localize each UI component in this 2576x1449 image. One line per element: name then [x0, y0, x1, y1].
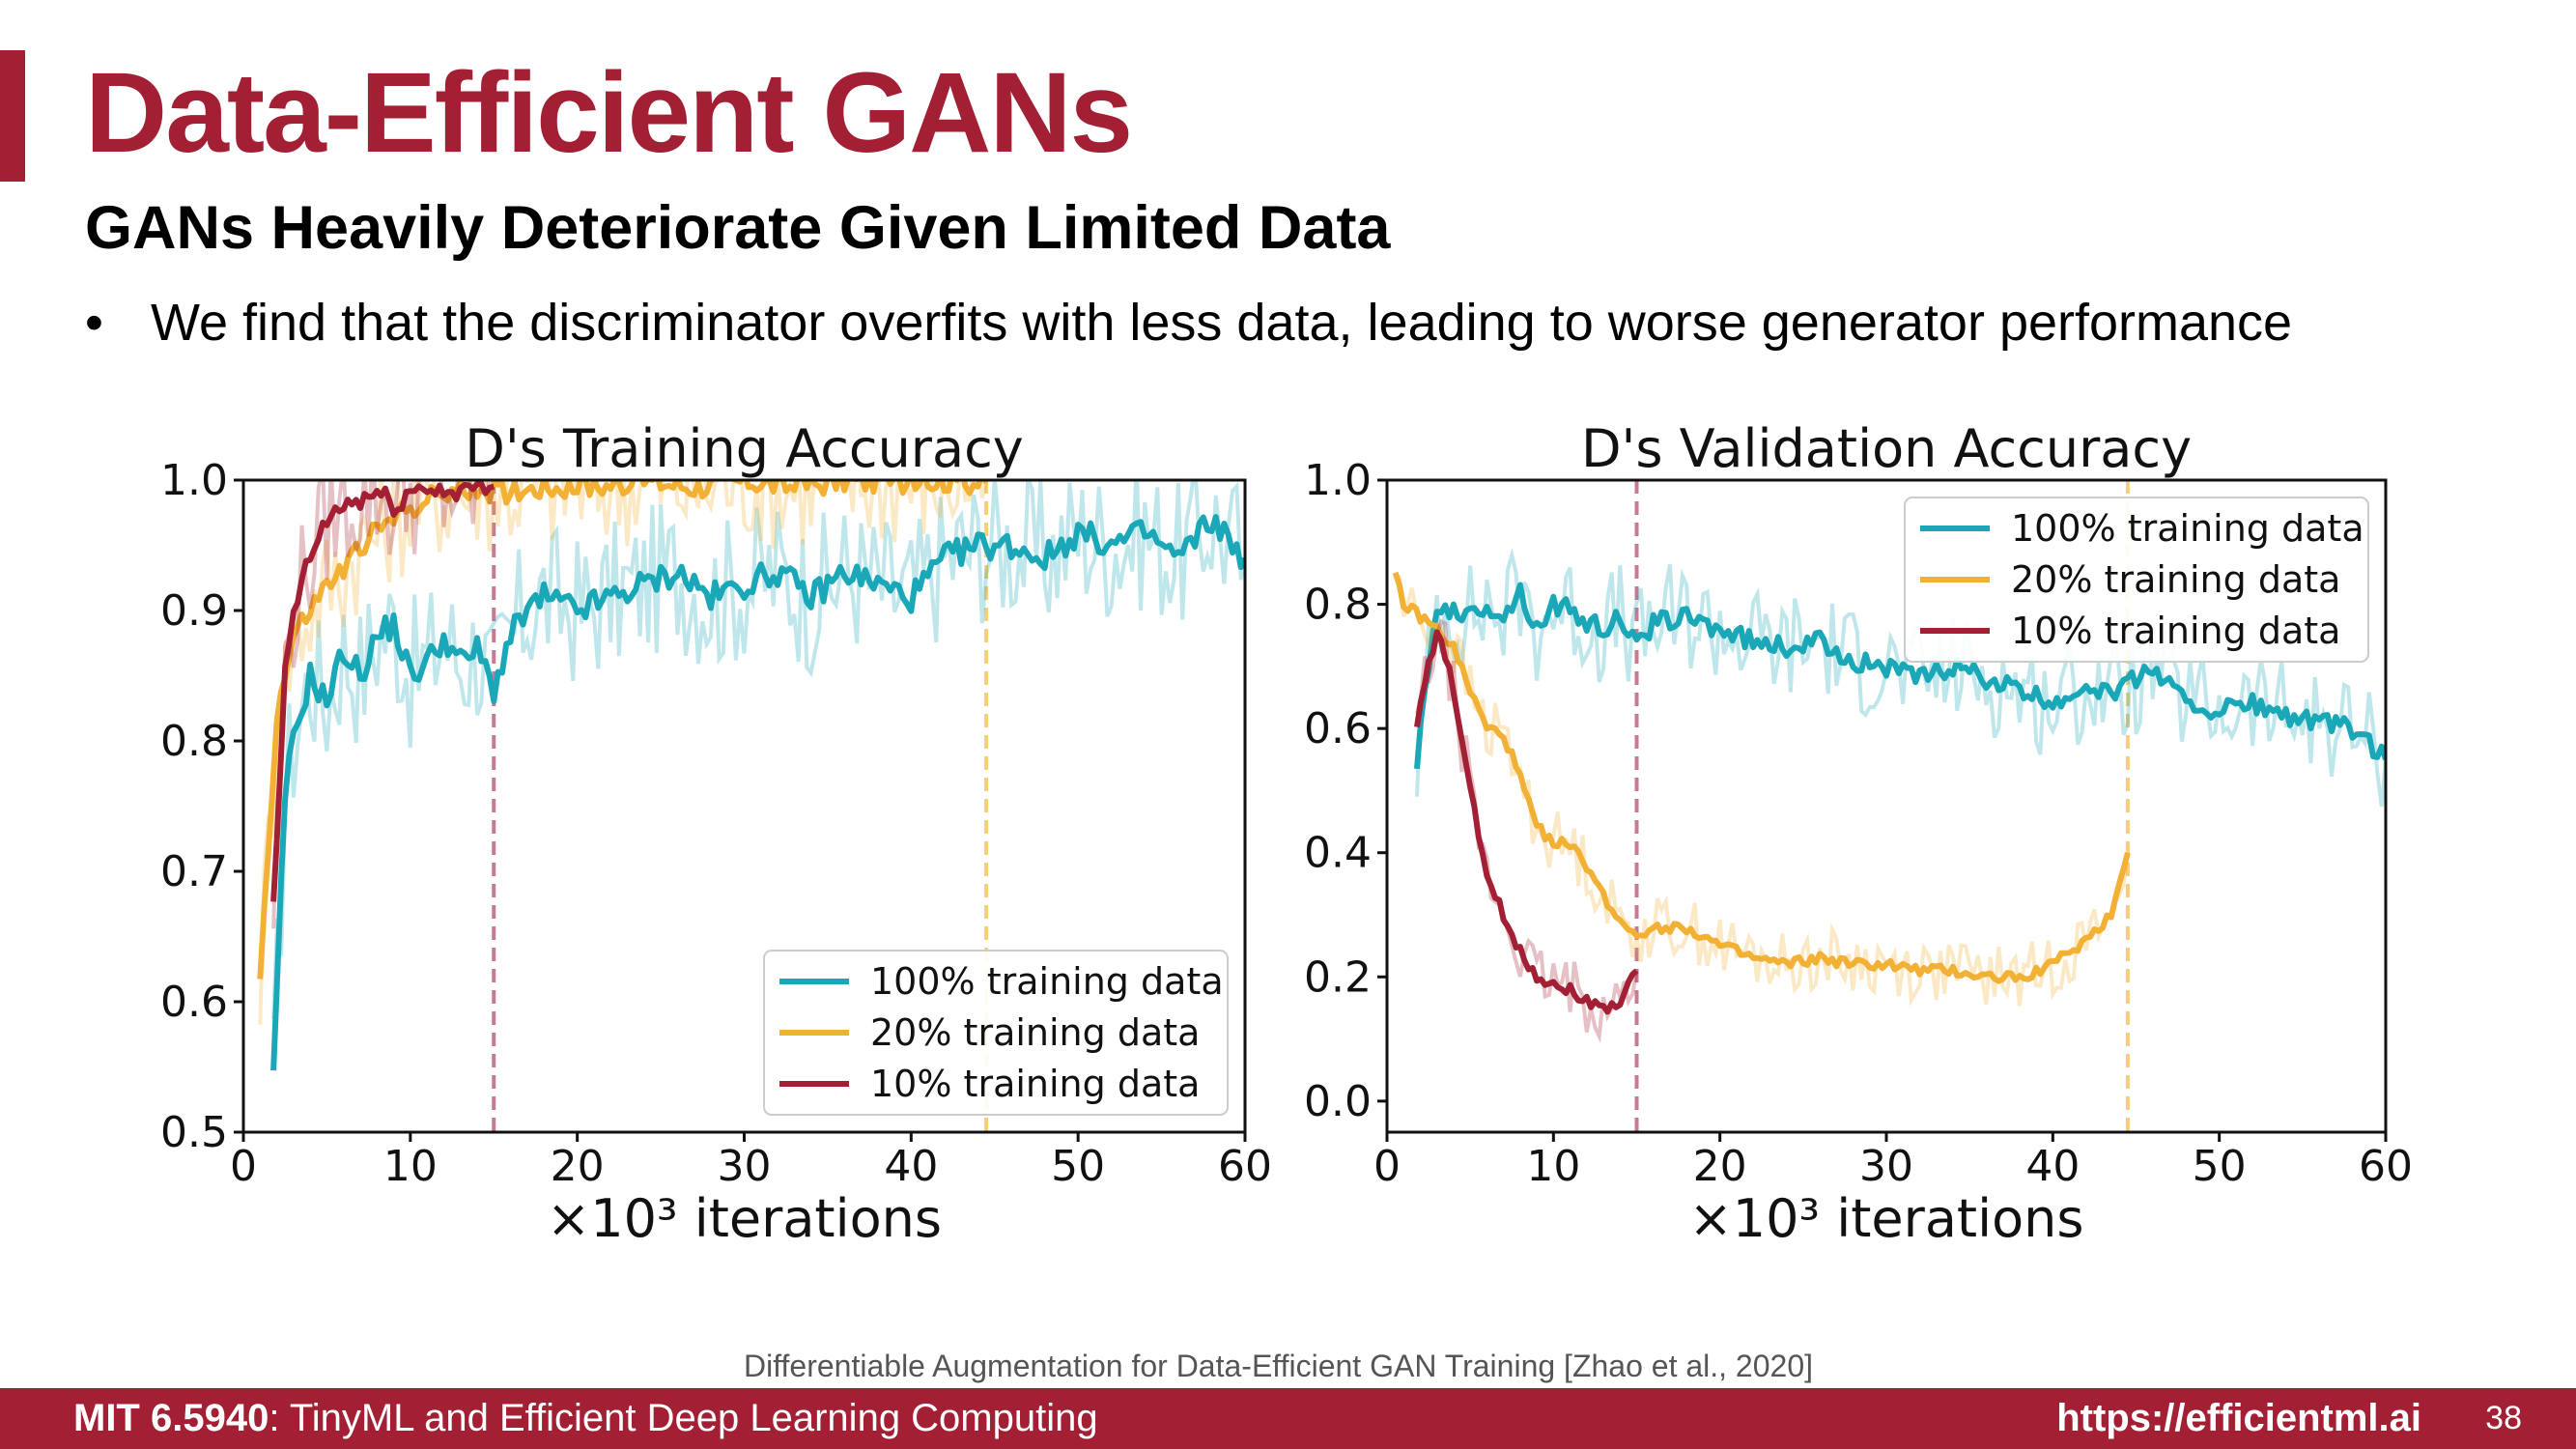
x-tick-label: 40 [884, 1142, 938, 1191]
y-tick-label: 0.0 [1304, 1077, 1372, 1126]
bullet-dot: • [85, 294, 103, 352]
chart-1: D's Training Accuracy 0 10 20 30 40 50 60 0.5 0.6… [160, 418, 1272, 1249]
x-tick-label: 20 [1693, 1142, 1747, 1191]
x-tick-label: 60 [2359, 1142, 2413, 1191]
legend-label: 10% training data [2011, 610, 2340, 652]
series-raw-line [271, 480, 1245, 1020]
y-tick-label: 1.0 [160, 456, 228, 505]
x-tick-label: 50 [1051, 1142, 1105, 1191]
x-axis-label: ×10³ iterations [1688, 1188, 2083, 1249]
bullet-text: We find that the discriminator overfits … [151, 294, 2293, 352]
slide-subtitle: GANs Heavily Deteriorate Given Limited D… [85, 194, 1391, 262]
y-tick-label: 0.2 [1304, 952, 1372, 1002]
citation-text: Differentiable Augmentation for Data-Eff… [744, 1349, 1813, 1383]
bullet-item: • We find that the discriminator overfit… [85, 284, 2292, 361]
series-line [270, 480, 495, 902]
legend-label: 20% training data [2011, 558, 2340, 601]
series-line [257, 480, 989, 980]
legend-label: 20% training data [870, 1011, 1200, 1054]
x-tick-label: 50 [2193, 1142, 2247, 1191]
x-tick-label: 40 [2025, 1142, 2080, 1191]
page-number: 38 [2485, 1400, 2522, 1436]
x-tick-label: 30 [718, 1142, 772, 1191]
legend-box [1904, 497, 2369, 663]
footer-course: MIT 6.5940: TinyML and Efficient Deep Le… [73, 1388, 1098, 1449]
y-tick-label: 1.0 [1304, 456, 1372, 505]
plot-area [1392, 548, 2386, 1044]
y-tick-label: 0.7 [160, 847, 228, 896]
series-line [1414, 582, 2386, 770]
y-tick-label: 0.8 [160, 717, 228, 766]
footer-url[interactable]: https://efficientml.ai [2056, 1397, 2421, 1439]
y-tick-label: 0.5 [160, 1108, 228, 1157]
y-tick-label: 0.6 [160, 978, 228, 1027]
legend: 100% training data 20% training data 10% t… [1904, 497, 2369, 663]
legend-label: 100% training data [2011, 507, 2364, 550]
y-tick-label: 0.9 [160, 586, 228, 636]
plot-area [257, 480, 1245, 1071]
x-tick-label: 60 [1218, 1142, 1272, 1191]
chart-title: D's Validation Accuracy [1581, 418, 2192, 479]
series-line [1392, 571, 2131, 984]
series-raw-line [1415, 618, 1639, 1044]
y-tick-label: 0.8 [1304, 581, 1372, 630]
series-line [1414, 629, 1639, 1015]
x-tick-label: 10 [1526, 1142, 1580, 1191]
series-raw-line [258, 480, 989, 1025]
footer-bar: MIT 6.5940: TinyML and Efficient Deep Le… [0, 1388, 2576, 1449]
title-accent-bar [0, 50, 25, 182]
y-tick-label: 0.4 [1304, 829, 1372, 878]
chart-title: D's Training Accuracy [465, 418, 1024, 479]
legend: 100% training data 20% training data 10% t… [763, 950, 1229, 1116]
x-axis-label: ×10³ iterations [547, 1188, 942, 1249]
x-tick-label: 30 [1859, 1142, 1913, 1191]
x-tick-label: 0 [1373, 1142, 1401, 1191]
legend-label: 100% training data [870, 960, 1224, 1003]
y-tick-label: 0.6 [1304, 704, 1372, 753]
series-line [270, 514, 1245, 1071]
x-tick-label: 20 [551, 1142, 605, 1191]
x-tick-label: 0 [230, 1142, 257, 1191]
series-raw-line [1415, 548, 2386, 808]
legend-box [763, 950, 1229, 1116]
x-tick-label: 10 [383, 1142, 438, 1191]
slide-title: Data-Efficient GANs [85, 49, 1133, 177]
legend-label: 10% training data [870, 1063, 1200, 1105]
footer-course-name: : TinyML and Efficient Deep Learning Com… [269, 1397, 1098, 1439]
chart-2: D's Validation Accuracy 0 10 20 30 40 50 60 0.0 0… [1304, 418, 2413, 1249]
footer-course-code: MIT 6.5940 [73, 1397, 269, 1439]
citation: Differentiable Augmentation for Data-Eff… [0, 1345, 2576, 1387]
